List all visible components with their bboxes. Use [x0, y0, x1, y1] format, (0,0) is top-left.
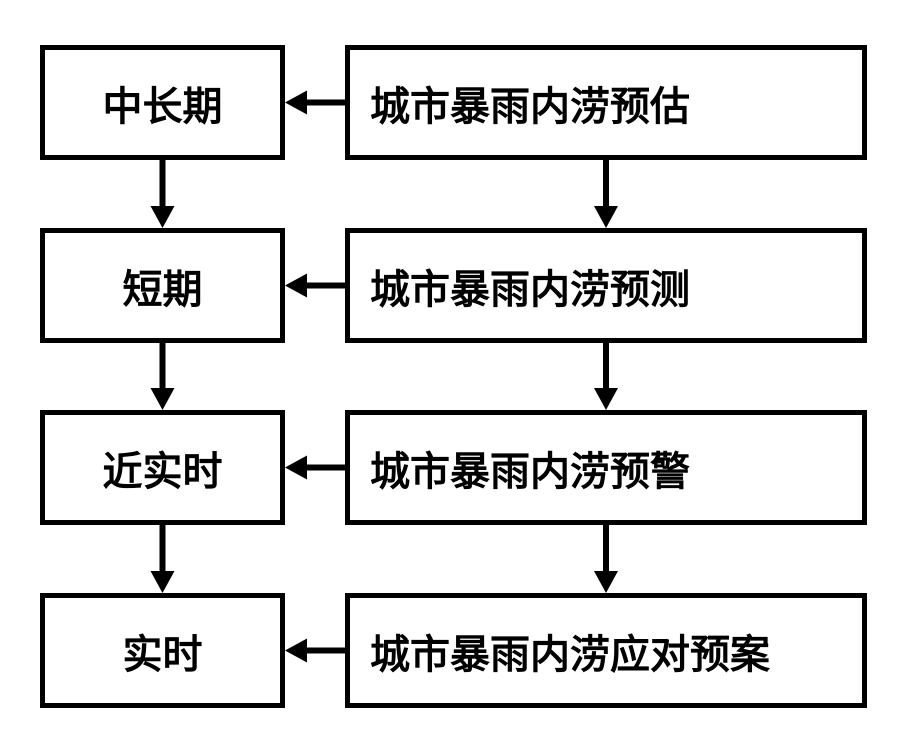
right-label-1: 城市暴雨内涝预测: [370, 257, 690, 315]
right-label-3: 城市暴雨内涝应对预案: [370, 622, 770, 680]
left-box-2: 近实时: [40, 410, 285, 525]
right-box-2: 城市暴雨内涝预警: [345, 410, 867, 525]
right-box-1: 城市暴雨内涝预测: [345, 228, 867, 343]
right-label-2: 城市暴雨内涝预警: [370, 439, 690, 497]
left-label-3: 实时: [123, 622, 203, 680]
left-box-0: 中长期: [40, 45, 285, 160]
left-label-0: 中长期: [103, 74, 223, 132]
left-box-3: 实时: [40, 593, 285, 708]
left-box-1: 短期: [40, 228, 285, 343]
right-box-3: 城市暴雨内涝应对预案: [345, 593, 867, 708]
left-label-2: 近实时: [103, 439, 223, 497]
left-label-1: 短期: [123, 257, 203, 315]
right-label-0: 城市暴雨内涝预估: [370, 74, 690, 132]
right-box-0: 城市暴雨内涝预估: [345, 45, 867, 160]
